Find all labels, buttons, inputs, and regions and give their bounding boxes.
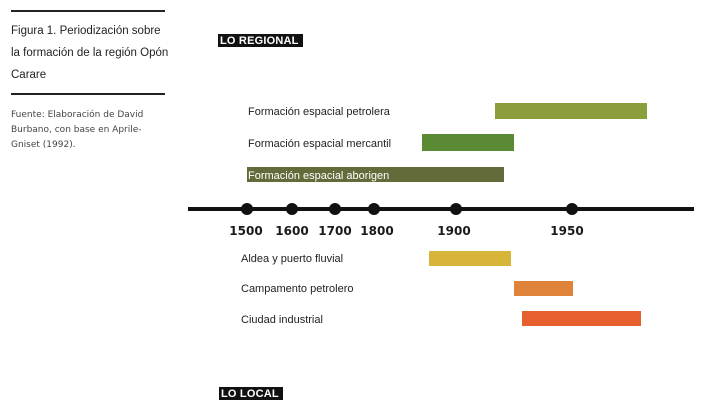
tick-dot-1700 bbox=[329, 203, 341, 215]
caption-title-line: Carare bbox=[11, 69, 47, 81]
tick-dot-1900 bbox=[450, 203, 462, 215]
caption-top-rule bbox=[11, 10, 165, 12]
tick-label-1600: 1600 bbox=[275, 224, 308, 238]
tick-label-1950: 1950 bbox=[550, 224, 583, 238]
caption-title-line: la formación de la región Opón bbox=[11, 47, 169, 59]
tick-label-1500: 1500 bbox=[229, 224, 262, 238]
section-tag-local: LO LOCAL bbox=[219, 387, 283, 400]
caption-bottom-rule bbox=[11, 93, 165, 95]
label-ciudad-industrial: Ciudad industrial bbox=[241, 314, 323, 326]
figure-source: Fuente: Elaboración de David Burbano, co… bbox=[11, 108, 161, 153]
bar-campamento bbox=[514, 281, 573, 296]
source-line: Fuente: Elaboración de David bbox=[11, 110, 144, 120]
label-mercantil: Formación espacial mercantil bbox=[248, 138, 392, 150]
tick-dot-1800 bbox=[368, 203, 380, 215]
bar-mercantil bbox=[422, 134, 514, 151]
bar-ciudad-industrial bbox=[522, 311, 641, 326]
tick-dot-1500 bbox=[241, 203, 253, 215]
source-line: Burbano, con base en Aprile- bbox=[11, 125, 142, 135]
figure-caption-title: Figura 1. Periodización sobre la formaci… bbox=[11, 20, 171, 86]
bar-aldea-puerto bbox=[429, 251, 511, 266]
label-petrolera: Formación espacial petrolera bbox=[248, 106, 390, 118]
tick-dot-1600 bbox=[286, 203, 298, 215]
label-aldea-puerto: Aldea y puerto fluvial bbox=[241, 253, 344, 265]
label-aborigen: Formación espacial aborigen bbox=[248, 170, 390, 182]
tick-label-1900: 1900 bbox=[437, 224, 470, 238]
bar-petrolera bbox=[495, 103, 647, 119]
caption-title-line: Figura 1. Periodización sobre bbox=[11, 25, 161, 37]
tick-label-1800: 1800 bbox=[360, 224, 393, 238]
label-campamento: Campamento petrolero bbox=[241, 283, 354, 295]
bar-aborigen bbox=[247, 167, 504, 182]
section-tag-regional: LO REGIONAL bbox=[218, 34, 303, 47]
tick-label-1700: 1700 bbox=[318, 224, 351, 238]
source-line: Gniset (1992). bbox=[11, 140, 76, 150]
tick-dot-1950 bbox=[566, 203, 578, 215]
